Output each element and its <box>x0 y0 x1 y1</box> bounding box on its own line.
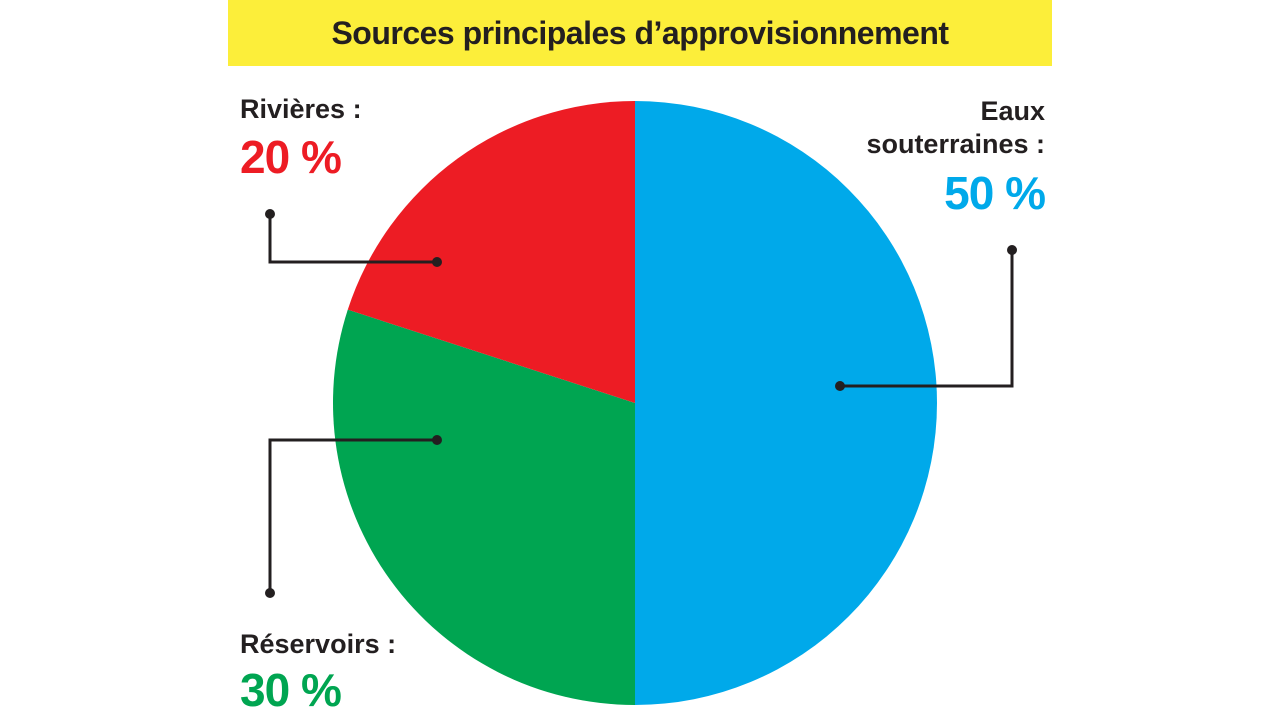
leader-line <box>840 250 1014 388</box>
pie-slice <box>635 101 937 705</box>
leader-line <box>268 214 437 264</box>
title-banner: Sources principales d’approvisionnement <box>228 0 1052 66</box>
slice-value-label: 20 % <box>240 131 342 183</box>
leader-dot <box>1007 245 1017 255</box>
leader-dot <box>432 435 442 445</box>
slice-label: Rivières : <box>240 94 362 124</box>
slice-label: Réservoirs : <box>240 629 397 659</box>
leader-dot <box>265 588 275 598</box>
leader-line <box>268 438 437 593</box>
leader-dot <box>835 381 845 391</box>
chart-title: Sources principales d’approvisionnement <box>331 14 949 51</box>
leader-dot <box>432 257 442 267</box>
slice-value-label: 30 % <box>240 664 342 716</box>
slice-value-label: 50 % <box>944 167 1046 219</box>
pie-slice <box>332 309 635 705</box>
pie-slice <box>347 101 635 403</box>
slice-label: Eaux souterraines : <box>866 96 1045 159</box>
leader-dot <box>265 209 275 219</box>
